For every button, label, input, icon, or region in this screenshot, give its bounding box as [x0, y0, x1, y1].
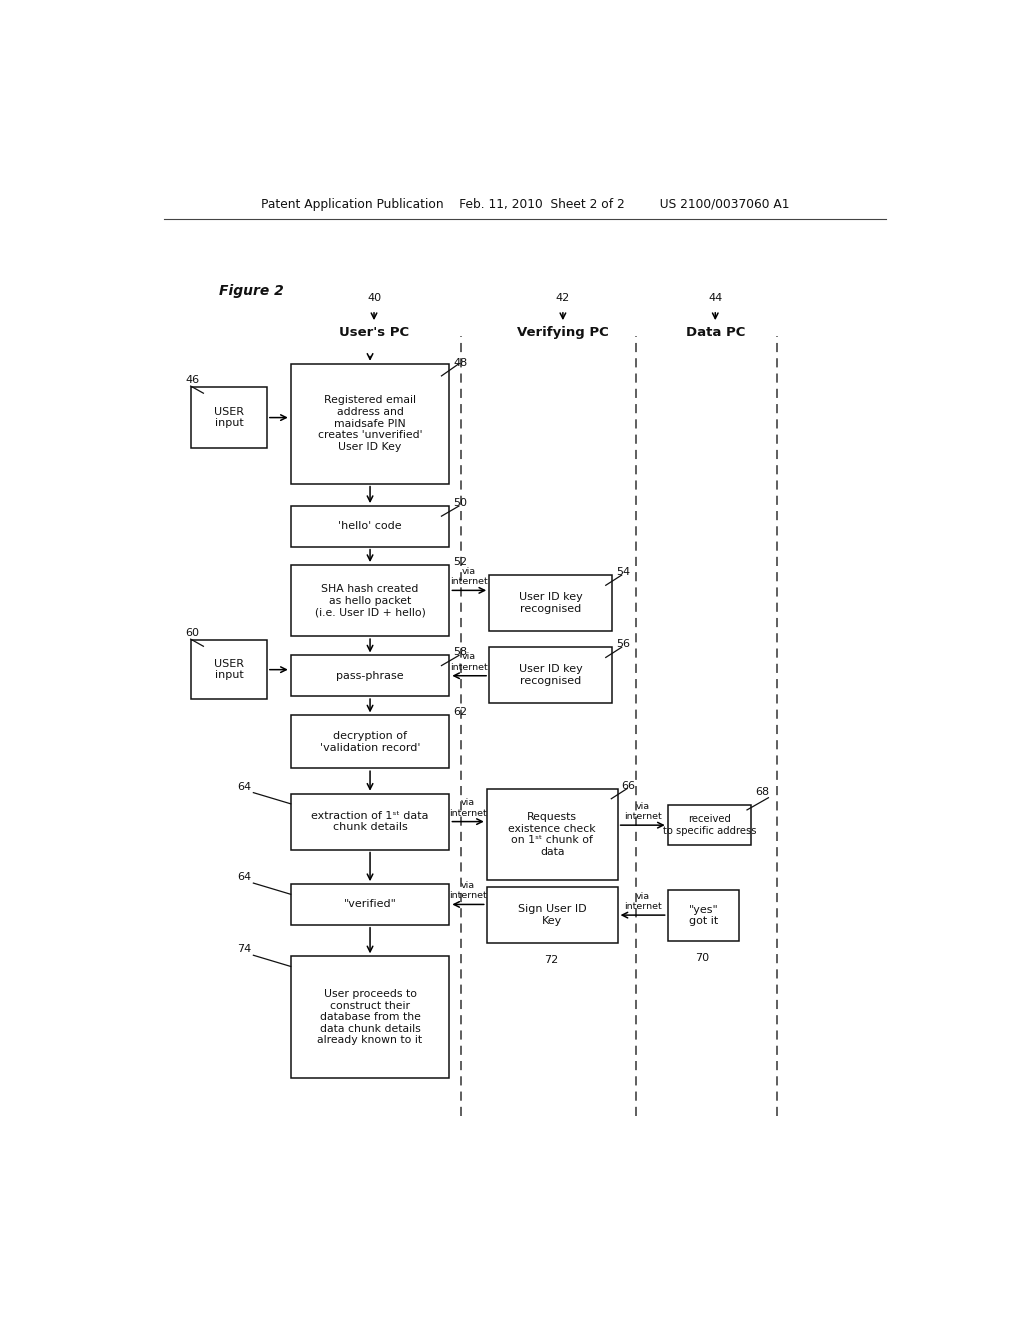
Text: 62: 62 [454, 708, 468, 718]
FancyBboxPatch shape [291, 884, 450, 925]
FancyBboxPatch shape [486, 887, 617, 942]
Text: 74: 74 [238, 944, 252, 954]
Text: SHA hash created
as hello packet
(i.e. User ID + hello): SHA hash created as hello packet (i.e. U… [314, 583, 426, 618]
Text: 46: 46 [185, 375, 200, 385]
Text: 44: 44 [709, 293, 722, 302]
Text: via
internet: via internet [450, 880, 487, 900]
FancyBboxPatch shape [291, 656, 450, 696]
Text: via
internet: via internet [624, 801, 662, 821]
Text: 72: 72 [544, 956, 558, 965]
Text: USER
input: USER input [214, 407, 244, 429]
Text: Figure 2: Figure 2 [219, 284, 284, 297]
Text: Registered email
address and
maidsafe PIN
creates 'unverified'
User ID Key: Registered email address and maidsafe PI… [317, 396, 422, 451]
Text: Data PC: Data PC [686, 326, 744, 339]
Text: 54: 54 [616, 568, 630, 577]
Text: Sign User ID
Key: Sign User ID Key [518, 904, 587, 925]
Text: via
internet: via internet [451, 566, 488, 586]
Text: 40: 40 [367, 293, 381, 302]
FancyBboxPatch shape [489, 576, 612, 631]
FancyBboxPatch shape [291, 793, 450, 850]
Text: User proceeds to
construct their
database from the
data chunk details
already kn: User proceeds to construct their databas… [317, 989, 423, 1045]
Text: 58: 58 [454, 647, 468, 657]
Text: 64: 64 [238, 781, 252, 792]
FancyBboxPatch shape [668, 890, 739, 941]
FancyBboxPatch shape [191, 387, 267, 447]
Text: 42: 42 [556, 293, 570, 302]
Text: User's PC: User's PC [339, 326, 409, 339]
Text: 66: 66 [622, 780, 636, 791]
Text: 50: 50 [454, 498, 467, 508]
Text: via
internet: via internet [450, 799, 487, 817]
Text: "yes"
got it: "yes" got it [688, 904, 718, 927]
FancyBboxPatch shape [191, 640, 267, 700]
Text: 56: 56 [616, 639, 630, 649]
FancyBboxPatch shape [291, 715, 450, 768]
Text: received
to specific address: received to specific address [663, 814, 756, 836]
FancyBboxPatch shape [291, 506, 450, 546]
Text: User ID key
recognised: User ID key recognised [519, 593, 583, 614]
Text: via
internet: via internet [451, 652, 488, 672]
Text: 48: 48 [454, 358, 468, 368]
Text: 68: 68 [755, 787, 769, 797]
Text: User ID key
recognised: User ID key recognised [519, 664, 583, 686]
FancyBboxPatch shape [291, 364, 450, 483]
Text: decryption of
'validation record': decryption of 'validation record' [319, 731, 420, 752]
FancyBboxPatch shape [291, 956, 450, 1078]
FancyBboxPatch shape [668, 805, 751, 846]
Text: Verifying PC: Verifying PC [517, 326, 608, 339]
Text: 60: 60 [185, 628, 199, 638]
FancyBboxPatch shape [489, 647, 612, 704]
Text: 'hello' code: 'hello' code [338, 521, 401, 532]
Text: "verified": "verified" [344, 899, 396, 909]
Text: 70: 70 [695, 953, 710, 964]
Text: pass-phrase: pass-phrase [336, 671, 403, 681]
Text: via
internet: via internet [624, 891, 662, 911]
FancyBboxPatch shape [291, 565, 450, 636]
Text: 64: 64 [238, 873, 252, 882]
Text: Patent Application Publication    Feb. 11, 2010  Sheet 2 of 2         US 2100/00: Patent Application Publication Feb. 11, … [260, 198, 790, 211]
FancyBboxPatch shape [486, 788, 617, 880]
Text: USER
input: USER input [214, 659, 244, 680]
Text: Requests
existence check
on 1ˢᵗ chunk of
data: Requests existence check on 1ˢᵗ chunk of… [508, 812, 596, 857]
Text: extraction of 1ˢᵗ data
chunk details: extraction of 1ˢᵗ data chunk details [311, 810, 429, 833]
Text: 52: 52 [454, 557, 468, 568]
